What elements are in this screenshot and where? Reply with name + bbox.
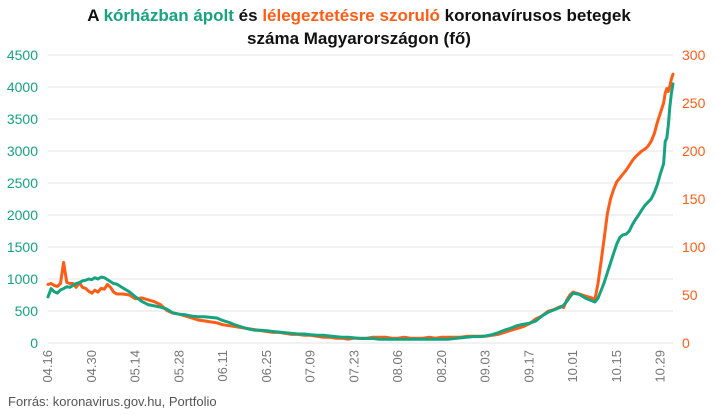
y-left-tick-label: 3000	[7, 143, 38, 159]
x-tick-label: 09.17	[521, 350, 536, 383]
x-tick-label: 04.30	[84, 350, 99, 383]
x-tick-label: 08.06	[390, 350, 405, 383]
source-note: Forrás: koronavirus.gov.hu, Portfolio	[8, 394, 217, 409]
y-right-tick-label: 50	[682, 287, 698, 303]
series-line-ventilated	[46, 72, 675, 341]
y-left-tick-label: 4000	[7, 79, 38, 95]
x-tick-label: 05.14	[128, 350, 143, 383]
series-group	[46, 72, 675, 341]
y-left-tick-label: 0	[30, 335, 38, 351]
x-tick-label: 09.03	[478, 350, 493, 383]
x-tick-label: 10.29	[653, 350, 668, 383]
x-tick-label: 07.23	[346, 350, 361, 383]
x-tick-label: 10.01	[565, 350, 580, 383]
y-right-tick-label: 150	[682, 191, 706, 207]
chart-title: A kórházban ápolt és lélegeztetésre szor…	[0, 4, 718, 50]
y-left-tick-label: 1000	[7, 271, 38, 287]
x-tick-label: 06.11	[215, 350, 230, 382]
x-tick-label: 06.25	[259, 350, 274, 383]
series-line-hospitalized	[46, 82, 675, 341]
title-ventilated-label: lélegeztetésre szoruló	[262, 6, 440, 25]
y-right-tick-label: 200	[682, 143, 706, 159]
gridlines	[48, 54, 673, 344]
x-tick-label: 07.09	[303, 350, 318, 383]
title-prefix: A	[87, 6, 104, 25]
title-suffix: koronavírusos betegek	[439, 6, 631, 25]
y-left-tick-label: 2000	[7, 207, 38, 223]
y-left-tick-label: 500	[15, 303, 39, 319]
y-left-tick-label: 3500	[7, 111, 38, 127]
y-axis-right: 0 50 100 150 200 250 300	[682, 47, 706, 351]
y-left-tick-label: 1500	[7, 239, 38, 255]
y-right-tick-label: 100	[682, 239, 706, 255]
y-axis-left: 0 500 1000 1500 2000 2500 3000 3500 4000 4500	[7, 47, 38, 351]
y-left-tick-label: 4500	[7, 47, 38, 63]
y-right-tick-label: 0	[682, 335, 690, 351]
x-tick-label: 10.15	[609, 350, 624, 383]
y-right-tick-label: 250	[682, 95, 706, 111]
title-hospitalized-label: kórházban ápolt	[103, 6, 234, 25]
title-middle: és	[233, 6, 263, 25]
x-tick-label: 05.28	[171, 350, 186, 383]
y-left-tick-label: 2500	[7, 175, 38, 191]
x-tick-label: 08.20	[434, 350, 449, 383]
title-line-1: A kórházban ápolt és lélegeztetésre szor…	[0, 4, 718, 27]
title-line-2: száma Magyarországon (fő)	[247, 29, 471, 48]
y-right-tick-label: 300	[682, 47, 706, 63]
x-tick-label: 04.16	[40, 350, 55, 383]
x-axis: 04.16 04.30 05.14 05.28 06.11 06.25 07.09 07.23…	[40, 350, 668, 383]
